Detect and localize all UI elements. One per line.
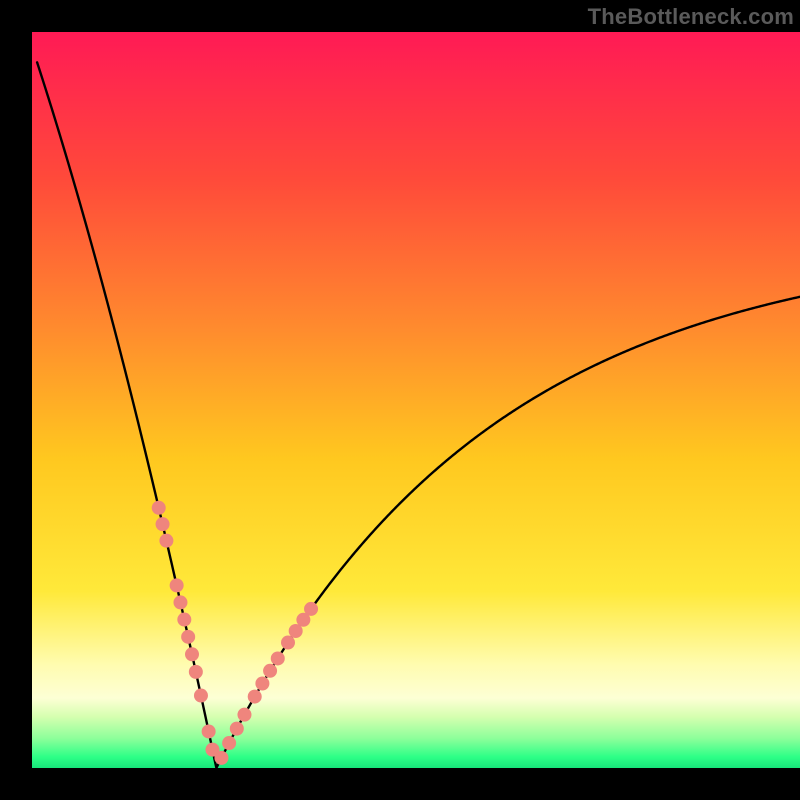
curve-marker (177, 613, 191, 627)
curve-marker (181, 630, 195, 644)
curve-marker (170, 578, 184, 592)
curve-marker (214, 751, 228, 765)
watermark-text: TheBottleneck.com (588, 4, 794, 30)
curve-marker (222, 736, 236, 750)
curve-marker (159, 534, 173, 548)
curve-marker (263, 664, 277, 678)
curve-marker (255, 677, 269, 691)
curve-marker (152, 501, 166, 515)
gradient-background (32, 32, 800, 768)
curve-marker (194, 689, 208, 703)
curve-marker (304, 602, 318, 616)
curve-marker (185, 647, 199, 661)
frame-left (0, 0, 32, 800)
curve-marker (156, 517, 170, 531)
frame-bottom (0, 768, 800, 800)
curve-marker (189, 665, 203, 679)
bottleneck-curve-chart (0, 0, 800, 800)
curve-marker (271, 651, 285, 665)
curve-marker (202, 724, 216, 738)
curve-marker (237, 708, 251, 722)
curve-marker (173, 595, 187, 609)
curve-marker (281, 636, 295, 650)
curve-marker (230, 722, 244, 736)
curve-marker (248, 690, 262, 704)
